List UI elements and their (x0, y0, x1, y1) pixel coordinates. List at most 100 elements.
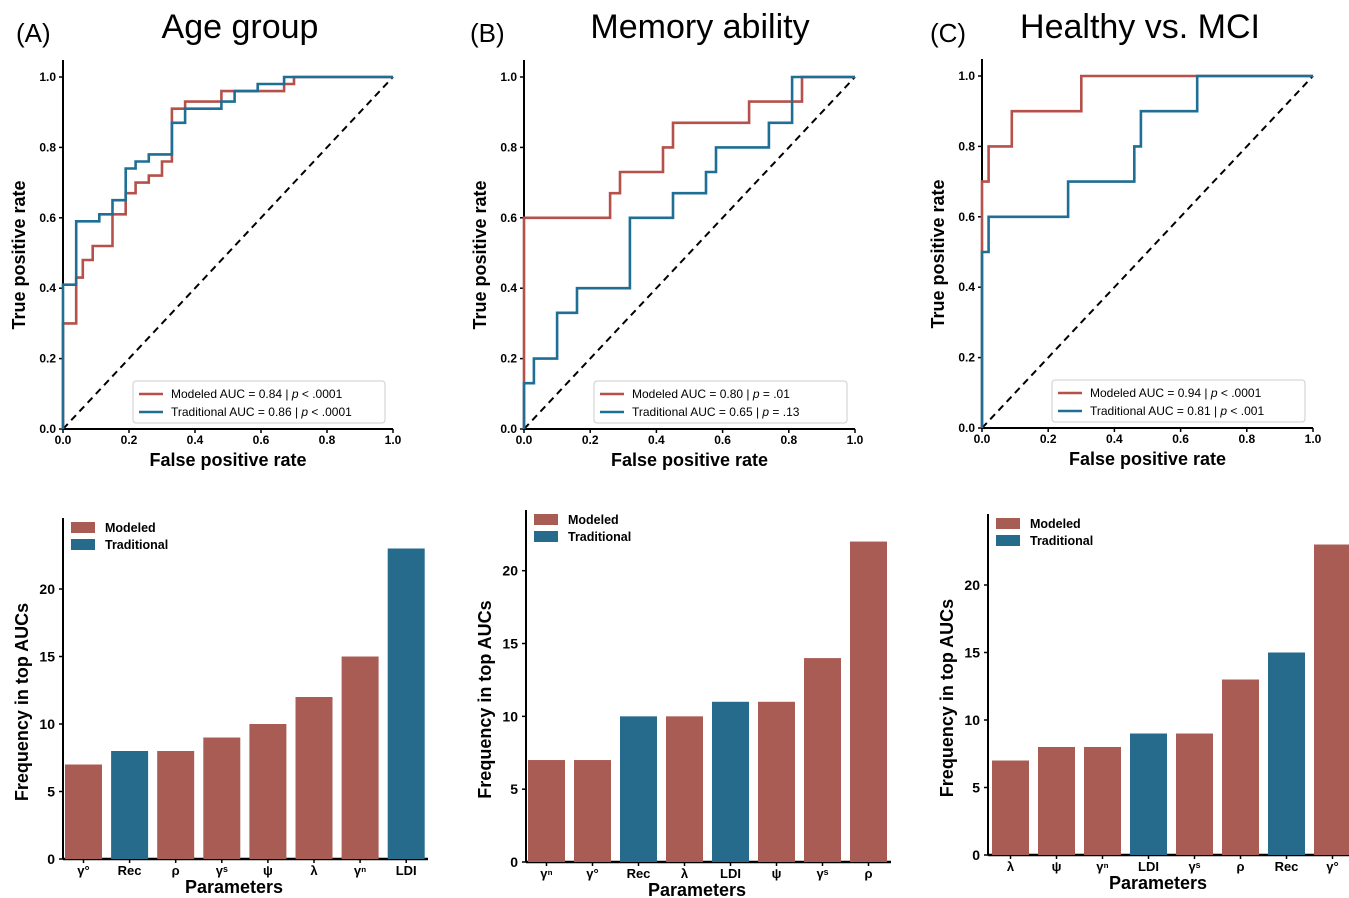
y-tick-label: 5 (47, 784, 55, 800)
panel-label: (C) (930, 18, 966, 48)
bar-modeled (1314, 544, 1349, 855)
legend-text: Modeled AUC = 0.94 | (1090, 386, 1211, 400)
y-axis-label: Frequency in top AUCs (475, 600, 495, 798)
legend-text: < .0001 (299, 387, 343, 401)
roc-line-modeled (61, 75, 393, 429)
x-tick-label: 0.0 (974, 432, 991, 446)
x-axis-label: False positive rate (149, 450, 306, 470)
y-tick-label: 0.0 (958, 421, 975, 435)
y-tick-label: 0.8 (39, 140, 56, 154)
y-tick-label: 0.6 (39, 211, 56, 225)
x-tick-label: γˢ (1188, 859, 1200, 874)
legend-p-symbol: p (1219, 404, 1227, 418)
legend-text: < .0001 (308, 405, 352, 419)
roc-line-modeled (980, 74, 1313, 428)
x-axis-label: False positive rate (1069, 449, 1226, 469)
chart-title: Age group (162, 8, 319, 46)
y-tick-label: 0.0 (39, 422, 56, 436)
x-tick-label: ψ (772, 866, 782, 881)
legend-entry-traditional: Traditional AUC = 0.65 | p = .13 (632, 405, 800, 419)
legend-p-symbol: p (291, 387, 299, 401)
y-tick-label: 0.6 (500, 211, 517, 225)
bar-modeled (758, 701, 795, 862)
legend-entry-traditional: Traditional AUC = 0.81 | p < .001 (1090, 404, 1264, 418)
x-tick-label: 1.0 (1305, 432, 1322, 446)
x-tick-label: 0.8 (1238, 432, 1255, 446)
panel-label: (A) (16, 18, 51, 48)
bar-panel-c: 0 5 10 15 20 λ ψ γⁿ LDI γˢ ρ Rec γ° Parameters Frequen… (937, 514, 1349, 893)
y-tick-label: 5 (972, 780, 980, 796)
roc-panel-c: (C) Healthy vs. MCI 0.0 0.2 0.4 0.6 0.8 1.0 0.0 0… (928, 8, 1322, 469)
chance-line (523, 76, 856, 430)
bar-modeled (203, 737, 241, 859)
x-tick-label: ρ (1236, 859, 1244, 874)
chart-title: Memory ability (590, 8, 809, 46)
legend-entry-modeled: Modeled AUC = 0.94 | p < .0001 (1090, 386, 1262, 400)
legend-entry-traditional: Traditional (105, 538, 168, 552)
bar-modeled (295, 697, 333, 859)
legend-swatch-modeled (71, 522, 95, 533)
legend-swatch-traditional (71, 539, 95, 550)
panel-label: (B) (470, 18, 505, 48)
y-tick-label: 20 (502, 563, 518, 579)
x-tick-label: 0.2 (1040, 432, 1057, 446)
x-tick-label: 0.8 (780, 433, 797, 447)
bar-modeled (1084, 747, 1121, 855)
x-axis-label: Parameters (1109, 873, 1207, 893)
chance-line (62, 76, 394, 430)
y-tick-label: 0.2 (39, 352, 56, 366)
legend-swatch-modeled (996, 518, 1020, 529)
x-tick-label: 0.6 (1172, 432, 1189, 446)
legend-entry-modeled: Modeled AUC = 0.80 | p = .01 (632, 387, 790, 401)
bar-traditional (111, 751, 149, 859)
y-tick-label: 1.0 (39, 70, 56, 84)
x-tick-label: 0.6 (714, 433, 731, 447)
x-tick-label: γˢ (216, 863, 228, 878)
legend-swatch-traditional (534, 531, 558, 542)
y-axis-label: True positive rate (928, 179, 948, 328)
x-tick-label: LDI (396, 863, 417, 878)
bar-panel-a: 0 5 10 15 20 γ° Rec ρ γˢ ψ λ γⁿ LDI Parameters Frequen… (12, 518, 428, 897)
legend-entry-modeled: Modeled (1030, 517, 1081, 531)
bar-modeled (65, 764, 102, 859)
legend-entry-modeled: Modeled (568, 513, 619, 527)
y-axis-label: True positive rate (9, 180, 29, 329)
x-tick-label: Rec (1275, 859, 1299, 874)
x-tick-label: ρ (172, 863, 180, 878)
y-tick-label: 15 (39, 649, 55, 665)
y-tick-label: 0.4 (39, 281, 56, 295)
legend-box (1051, 379, 1306, 423)
bar-modeled (1176, 733, 1213, 855)
legend-text: Modeled AUC = 0.84 | (171, 387, 292, 401)
legend-text: < .001 (1227, 404, 1264, 418)
bar-modeled (574, 760, 611, 862)
y-tick-label: 0 (47, 851, 55, 867)
x-tick-label: Rec (118, 863, 142, 878)
x-tick-label: λ (310, 863, 318, 878)
y-tick-label: 0.6 (958, 210, 975, 224)
x-tick-label: 0.0 (516, 433, 533, 447)
x-tick-label: 0.2 (121, 433, 138, 447)
bar-modeled (1038, 747, 1075, 855)
bar-modeled (992, 760, 1029, 855)
roc-line-traditional (61, 75, 393, 429)
bar-traditional (712, 701, 749, 862)
x-tick-label: Rec (627, 866, 651, 881)
bar-modeled (850, 541, 887, 862)
legend-text: = .01 (760, 387, 791, 401)
x-axis-label: False positive rate (611, 450, 768, 470)
roc-panel-a: (A) Age group 0.0 0.2 0.4 0.6 0.8 1.0 0.0 0.2 0.4 0… (9, 8, 402, 470)
y-tick-label: 0 (972, 847, 980, 863)
legend-entry-traditional: Traditional AUC = 0.86 | p < .0001 (171, 405, 352, 419)
roc-line-modeled (522, 75, 855, 429)
legend-entry-modeled: Modeled (105, 521, 156, 535)
legend-entry-traditional: Traditional (1030, 534, 1093, 548)
x-tick-label: γ° (586, 866, 598, 881)
x-tick-label: ψ (1052, 859, 1062, 874)
y-tick-label: 0.4 (958, 280, 975, 294)
x-tick-label: 0.4 (648, 433, 665, 447)
legend-entry-traditional: Traditional (568, 530, 631, 544)
bar-modeled (157, 751, 195, 859)
x-tick-label: 0.8 (319, 433, 336, 447)
